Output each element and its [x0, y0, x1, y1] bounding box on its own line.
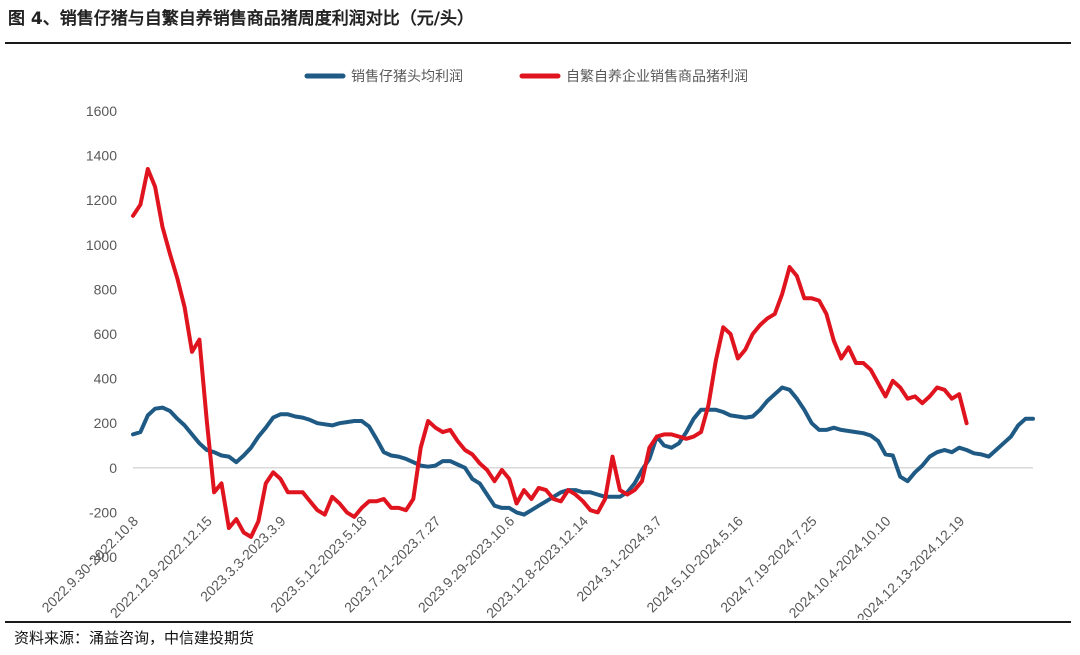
y-tick-label: 400	[94, 371, 118, 387]
y-tick-label: 1200	[86, 192, 117, 208]
x-axis: 2022.9.30-2022.10.82022.12.9-2022.12.152…	[38, 513, 967, 620]
top-rule	[5, 42, 1071, 44]
source-note: 资料来源：涌益咨询，中信建投期货	[14, 629, 255, 647]
y-tick-label: 600	[94, 326, 118, 342]
y-tick-label: 200	[94, 415, 118, 431]
y-tick-label: 1600	[86, 103, 117, 119]
legend: 销售仔猪头均利润 自繁自养企业销售商品猪利润	[304, 68, 748, 85]
y-tick-label: 800	[94, 281, 118, 297]
y-tick-label: -200	[89, 504, 117, 520]
bottom-rule	[5, 621, 1071, 623]
legend-label-series-2: 自繁自养企业销售商品猪利润	[566, 68, 748, 85]
series-line-self-bred-hog-profit	[131, 167, 969, 539]
legend-label-series-1: 销售仔猪头均利润	[351, 69, 463, 85]
y-tick-label: 1000	[86, 237, 117, 253]
line-chart: 销售仔猪头均利润 自繁自养企业销售商品猪利润 -400 -200 0 200 400 60…	[38, 68, 1035, 620]
y-tick-label: 1400	[86, 148, 117, 164]
y-axis: -400 -200 0 200 400 600 800 1000 1200 1400 1600	[86, 103, 117, 565]
series-line-piglet-profit	[131, 385, 1035, 517]
y-tick-label: 0	[109, 460, 117, 476]
y-tick-label: -400	[89, 549, 117, 565]
figure-title: 图 4、销售仔猪与自繁自养销售商品猪周度利润对比（元/头）	[8, 9, 474, 29]
